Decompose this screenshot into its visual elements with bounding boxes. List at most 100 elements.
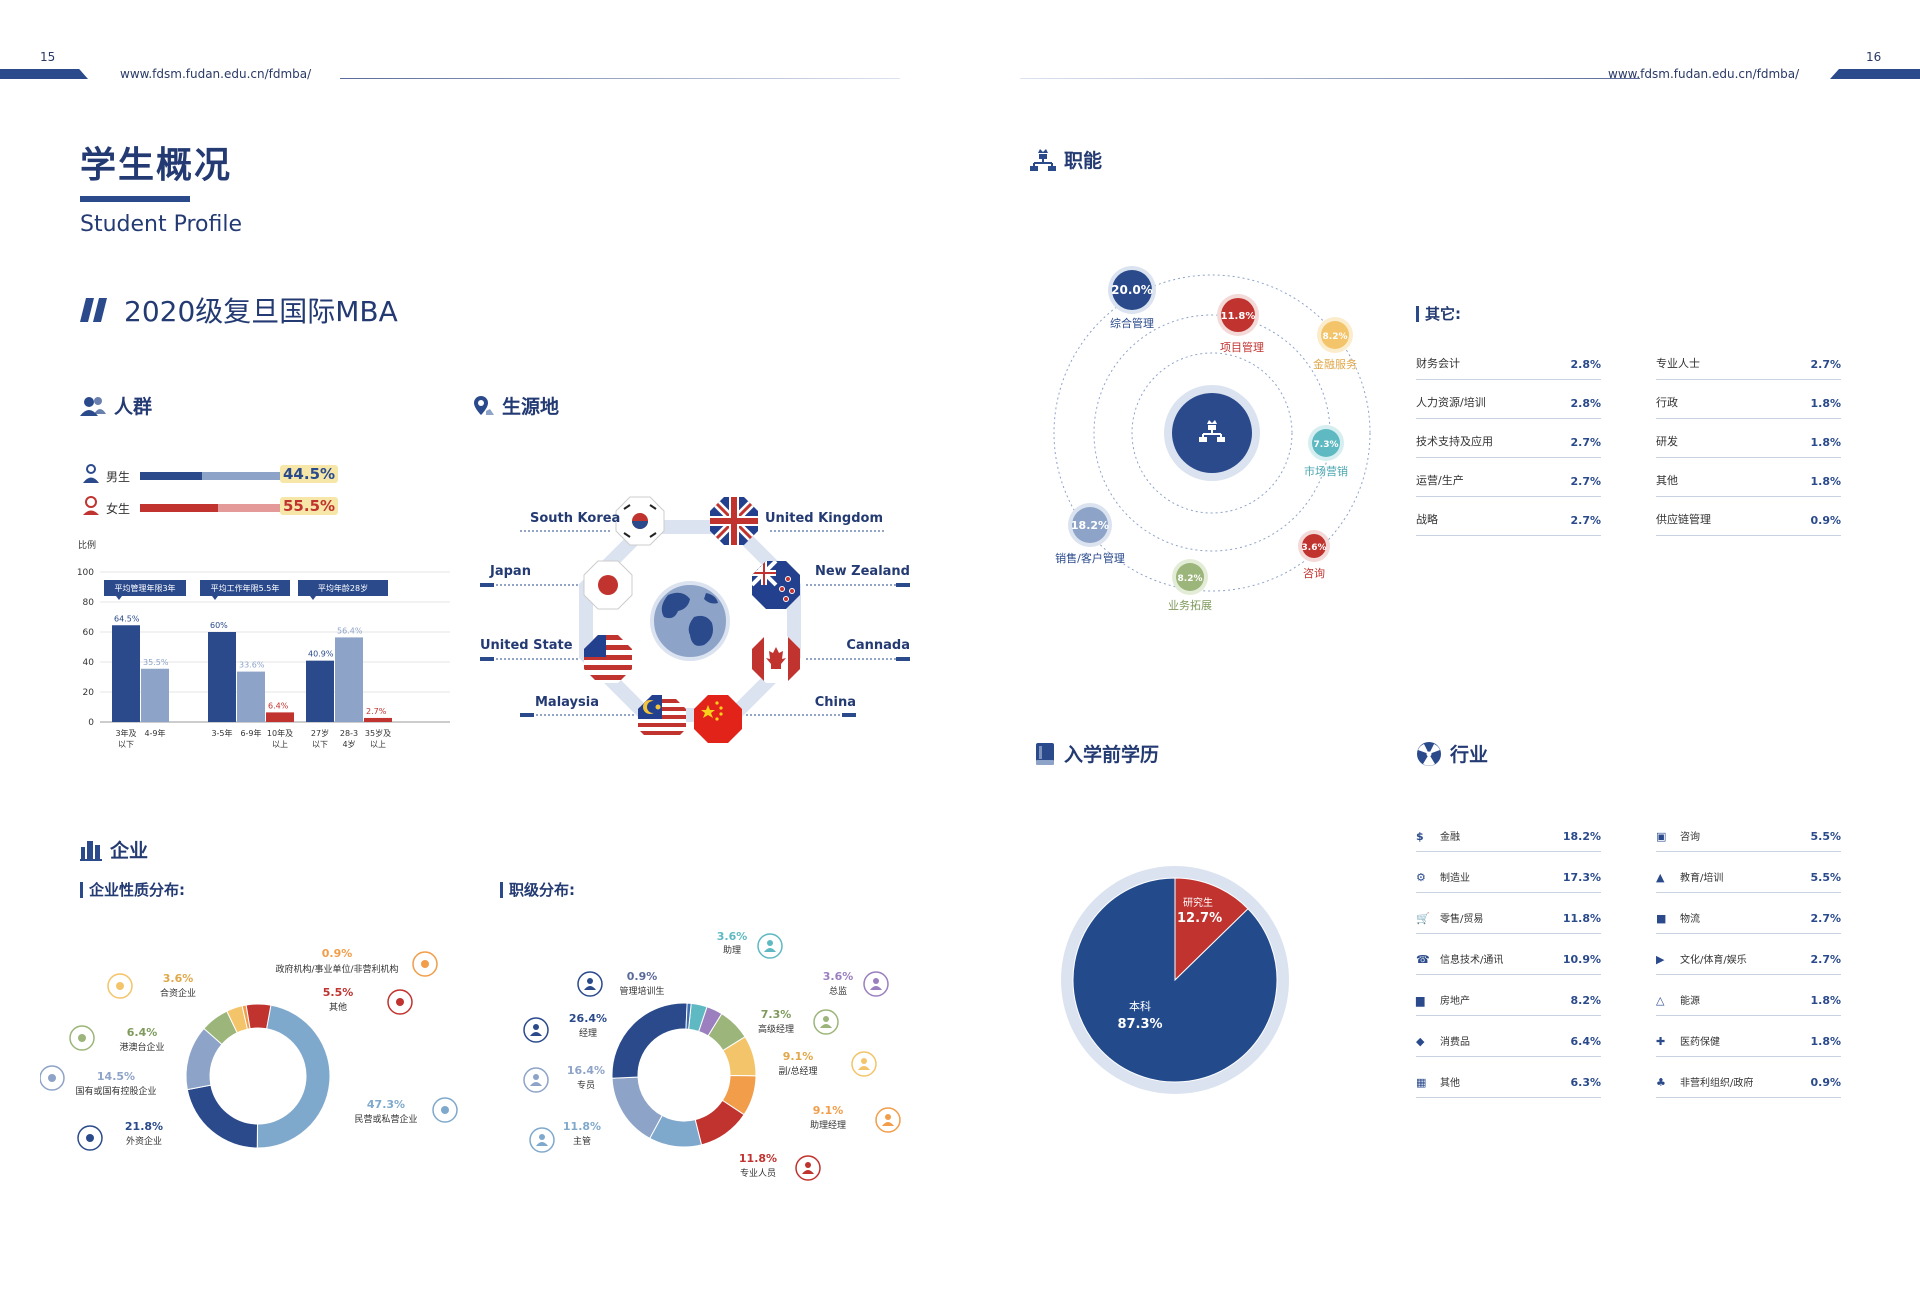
industry-row: ✚ 医药保健 1.8% [1656, 1017, 1841, 1057]
others-value: 2.8% [1570, 358, 1601, 371]
donut-slice [611, 1002, 688, 1079]
group-banner-text: 平均年龄28岁 [318, 583, 368, 593]
banner-pointer [212, 596, 218, 600]
canada-flag-icon [752, 635, 800, 683]
enterprise-category-label: 民营或私营企业 [354, 1113, 417, 1125]
cohort-heading: 2020级复旦国际MBA [80, 290, 398, 330]
rank-value-label: 11.8% [739, 1152, 777, 1165]
rank-value-label: 9.1% [783, 1050, 814, 1063]
industry-label: 教育/培训 [1680, 873, 1724, 884]
donut-slice [1174, 877, 1249, 982]
header-left: 15 www.fdsm.fudan.edu.cn/fdmba/ [0, 0, 960, 90]
south-korea-flag-icon [615, 496, 665, 546]
industry-row: ▣ 咨询 5.5% [1656, 812, 1841, 852]
bar-value-label: 56.4% [337, 626, 363, 635]
rank-category-label: 高级经理 [758, 1023, 794, 1035]
crowd-section-title: 人群 [80, 392, 152, 419]
others-row: 运营/生产 2.7% [1416, 457, 1601, 497]
enterprise-category-label: 政府机构/事业单位/非营利机构 [275, 963, 398, 975]
industry-label: 咨询 [1680, 832, 1700, 843]
others-row: 财务会计 2.8% [1416, 340, 1601, 380]
others-value: 1.8% [1810, 436, 1841, 449]
bar-category-label: 4-9年 [144, 728, 165, 738]
rank-bubble-body [584, 986, 596, 990]
radiation-icon [1417, 741, 1441, 766]
bar-value-label: 2.7% [366, 707, 387, 716]
industry-value: 2.7% [1810, 912, 1841, 925]
camera-icon: ▶ [1656, 953, 1665, 966]
industry-value: 0.9% [1810, 1076, 1841, 1089]
orbit-inner [1131, 352, 1293, 514]
industry-value: 6.3% [1570, 1076, 1601, 1089]
label-china: China [815, 695, 856, 710]
label-malaysia: Malaysia [535, 695, 599, 710]
japan-flag-icon [583, 560, 633, 610]
industry-value: 5.5% [1810, 830, 1841, 843]
industry-value: 18.2% [1562, 830, 1601, 843]
enterprise-donut-chart: 0.9% 政府机构/事业单位/非营利机构 5.5% 其他 3.6% 合资企业 6.4% 港澳台… [40, 947, 458, 1151]
gender-male-row: 男生 44.5% [80, 464, 340, 486]
rank-category-label: 专业人员 [740, 1167, 776, 1179]
enterprise-label: 企业 [110, 840, 149, 862]
industry-row: ▆ 房地产 8.2% [1416, 976, 1601, 1016]
rank-value-label: 7.3% [761, 1008, 792, 1021]
rank-donut-chart: 3.6%助理0.9%管理培训生3.6%总监26.4%经理7.3%高级经理9.1%… [523, 930, 901, 1181]
globe-icon [650, 581, 730, 661]
nonprofit-icon: ♣ [1656, 1076, 1666, 1089]
bar [335, 637, 363, 722]
rank-bubble-body [870, 986, 882, 990]
rank-bubble-body [858, 1066, 870, 1070]
bar-category-label: 27岁 [311, 728, 329, 738]
bar-category-label: 以上 [272, 740, 288, 749]
svg-text:项目管理: 项目管理 [1220, 340, 1264, 354]
enterprise-category-label: 合资企业 [160, 987, 196, 999]
bar [112, 625, 140, 722]
svg-text:业务拓展: 业务拓展 [1168, 598, 1212, 612]
industry-row: ◆ 消费品 6.4% [1416, 1017, 1601, 1057]
rank-category-label: 管理培训生 [619, 985, 664, 997]
bar-category-label: 以下 [312, 740, 328, 749]
bar [266, 712, 294, 722]
enterprise-value-label: 21.8% [125, 1120, 163, 1133]
origin-diagram: South Korea United Kingdom Japan New Zea… [480, 496, 910, 743]
svg-text:销售/客户管理: 销售/客户管理 [1055, 551, 1125, 565]
industry-row: 🛒 零售/贸易 11.8% [1416, 894, 1601, 934]
bar-ytick: 40 [83, 658, 95, 668]
enterprise-category-label: 港澳台企业 [119, 1041, 164, 1053]
bar-category-label: 10年及 [267, 728, 293, 738]
industry-table: $ 金融 18.2% ⚙ 制造业 17.3% 🛒 零售/贸易 11.8% ☎ 信息技术/通讯 10.9… [1416, 812, 1846, 1122]
bar-ytick: 20 [83, 688, 95, 698]
consulting-icon: ▣ [1656, 830, 1667, 843]
malaysia-flag-icon [638, 695, 686, 743]
origin-label: 生源地 [502, 396, 560, 418]
usa-flag-icon [584, 635, 632, 683]
donut-slice [186, 1084, 259, 1149]
female-icon [83, 496, 99, 515]
industry-value: 10.9% [1562, 953, 1601, 966]
education-pie-chart: 研究生 12.7% 本科 87.3% [1061, 866, 1289, 1094]
others-row: 专业人士 2.7% [1656, 340, 1841, 380]
industry-value: 1.8% [1810, 1035, 1841, 1048]
group-banner [200, 580, 290, 596]
people-icon [80, 396, 106, 416]
industry-row: ⚙ 制造业 17.3% [1416, 853, 1601, 893]
graduation-icon: ▲ [1656, 871, 1665, 884]
donut-slice [1072, 877, 1278, 1083]
pie-value: 87.3% [1117, 1017, 1162, 1032]
bar-value-label: 40.9% [308, 650, 334, 659]
industry-value: 1.8% [1810, 994, 1841, 1007]
rank-value-label: 3.6% [717, 930, 748, 943]
others-label: 技术支持及应用 [1416, 435, 1493, 448]
enterprise-bubble-dot [421, 960, 429, 968]
industry-label: 物流 [1680, 914, 1700, 925]
enterprise-section-title: 企业 [80, 836, 148, 863]
rank-bubble-head [823, 1016, 829, 1022]
industry-label: 行业 [1450, 744, 1489, 766]
svg-text:3.6%: 3.6% [1302, 543, 1327, 553]
phone-icon: ☎ [1416, 953, 1430, 966]
enterprise-category-label: 外资企业 [126, 1135, 162, 1147]
svg-text:8.2%: 8.2% [1178, 574, 1203, 584]
function-node-zonghe: 20.0% 综合管理 [1108, 266, 1156, 330]
bar-value-label: 64.5% [114, 614, 140, 623]
donut-slice [256, 1004, 331, 1149]
